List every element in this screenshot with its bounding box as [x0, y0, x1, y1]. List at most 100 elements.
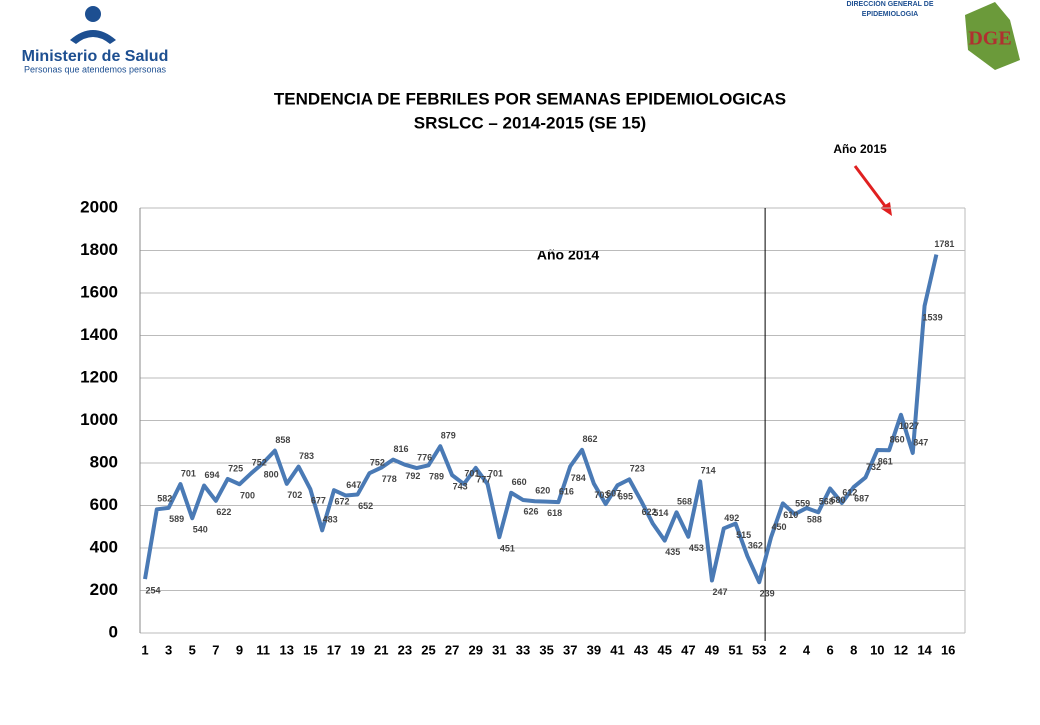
- x-tick-label: 53: [752, 642, 766, 657]
- data-label: 647: [346, 480, 361, 490]
- data-label: 694: [205, 470, 220, 480]
- data-label: 660: [512, 477, 527, 487]
- logo-icon: [70, 30, 116, 44]
- y-tick-label: 1000: [80, 410, 118, 429]
- data-label: 776: [417, 452, 432, 462]
- dept: DIRECCIÓN GENERAL DE EPIDEMIOLOGIA: [846, 1, 934, 18]
- data-label: 1539: [923, 312, 943, 322]
- title: TENDENCIA DE FEBRILES POR SEMANAS EPIDEM…: [274, 89, 786, 108]
- data-label: 622: [216, 507, 231, 517]
- data-label: 559: [795, 499, 810, 509]
- data-label: 847: [913, 437, 928, 447]
- data-label: 607: [606, 488, 621, 498]
- x-tick-label: 19: [350, 642, 364, 657]
- data-label: 492: [724, 513, 739, 523]
- data-label: 783: [299, 451, 314, 461]
- data-label: 701: [464, 468, 479, 478]
- data-label: 680: [831, 495, 846, 505]
- data-label: 1027: [899, 421, 919, 431]
- x-tick-label: 21: [374, 642, 388, 657]
- x-tick-label: 8: [850, 642, 857, 657]
- data-label: 514: [653, 508, 668, 518]
- arrow-head: [880, 202, 892, 216]
- x-tick-label: 14: [917, 642, 932, 657]
- data-label: 239: [760, 589, 775, 599]
- data-label: 784: [571, 473, 586, 483]
- data-label: 701: [488, 468, 503, 478]
- x-tick-label: 43: [634, 642, 648, 657]
- data-label: 610: [783, 510, 798, 520]
- data-label: 777: [476, 474, 491, 484]
- data-label: 858: [275, 435, 290, 445]
- data-label: 792: [405, 471, 420, 481]
- x-tick-label: 15: [303, 642, 317, 657]
- dept-box: DIRECCIÓN GENERAL DE EPIDEMIOLOGIA: [846, 1, 934, 18]
- data-label: 816: [394, 444, 409, 454]
- data-label: 568: [819, 497, 834, 507]
- data-label: 589: [169, 514, 184, 524]
- x-tick-label: 11: [256, 642, 270, 657]
- data-label: 778: [382, 474, 397, 484]
- x-tick-label: 17: [327, 642, 341, 657]
- y-tick-label: 0: [109, 622, 118, 641]
- y-tick-label: 1400: [80, 325, 118, 344]
- title: SRSLCC – 2014-2015 (SE 15): [414, 113, 646, 132]
- x-tick-label: 12: [894, 642, 908, 657]
- x-tick-label: 47: [681, 642, 695, 657]
- x-tick-label: 45: [657, 642, 671, 657]
- y-tick-label: 1600: [80, 282, 118, 301]
- x-tick-label: 7: [212, 642, 219, 657]
- data-label: 582: [157, 494, 172, 504]
- data-label: 435: [665, 547, 680, 557]
- x-tick-label: 51: [728, 642, 742, 657]
- data-label: 568: [677, 497, 692, 507]
- data-label: 861: [878, 456, 893, 466]
- line: [143, 254, 939, 585]
- data-label: 588: [807, 514, 822, 524]
- map-logo: [965, 2, 1020, 70]
- data-label: 515: [736, 530, 751, 540]
- y-tick-label: 400: [90, 537, 118, 556]
- y-tick-label: 1200: [80, 367, 118, 386]
- data-label: 862: [583, 434, 598, 444]
- x-tick-label: 1: [141, 642, 148, 657]
- x-tick-label: 49: [705, 642, 719, 657]
- data-label: 652: [358, 501, 373, 511]
- logo-text: DGE: [968, 28, 1011, 50]
- data-label: 451: [500, 544, 515, 554]
- data-label: 702: [287, 490, 302, 500]
- data-label: 789: [429, 472, 444, 482]
- x-tick-label: 9: [236, 642, 243, 657]
- x-tick-label: 2: [779, 642, 786, 657]
- x-tick-label: 16: [941, 642, 955, 657]
- x-tick-label: 39: [587, 642, 601, 657]
- data-label: 677: [311, 496, 326, 506]
- data-label: 752: [252, 458, 267, 468]
- data-label: 540: [193, 525, 208, 535]
- x-tick-label: 33: [516, 642, 530, 657]
- annotation: Año 2014: [537, 247, 599, 263]
- data-label: 879: [441, 431, 456, 441]
- x-tick-label: 41: [610, 642, 624, 657]
- x-tick-label: 10: [870, 642, 884, 657]
- data-label: 1781: [934, 239, 954, 249]
- logo-icon: [85, 6, 101, 22]
- x-tick-label: 25: [421, 642, 435, 657]
- x-tick-label: 23: [398, 642, 412, 657]
- data-label: 800: [264, 469, 279, 479]
- data-label: 622: [642, 507, 657, 517]
- x-tick-label: 13: [280, 642, 294, 657]
- data-label: 701: [181, 468, 196, 478]
- data-label: 618: [547, 508, 562, 518]
- data-label: 620: [535, 486, 550, 496]
- data-label: 672: [334, 497, 349, 507]
- y-tick-label: 1800: [80, 240, 118, 259]
- x-tick-label: 35: [539, 642, 553, 657]
- data-label: 723: [630, 464, 645, 474]
- data-label: 752: [370, 458, 385, 468]
- data-label: 450: [771, 522, 786, 532]
- y-tick-label: 800: [90, 452, 118, 471]
- x-tick-label: 3: [165, 642, 172, 657]
- data-label: 687: [854, 493, 869, 503]
